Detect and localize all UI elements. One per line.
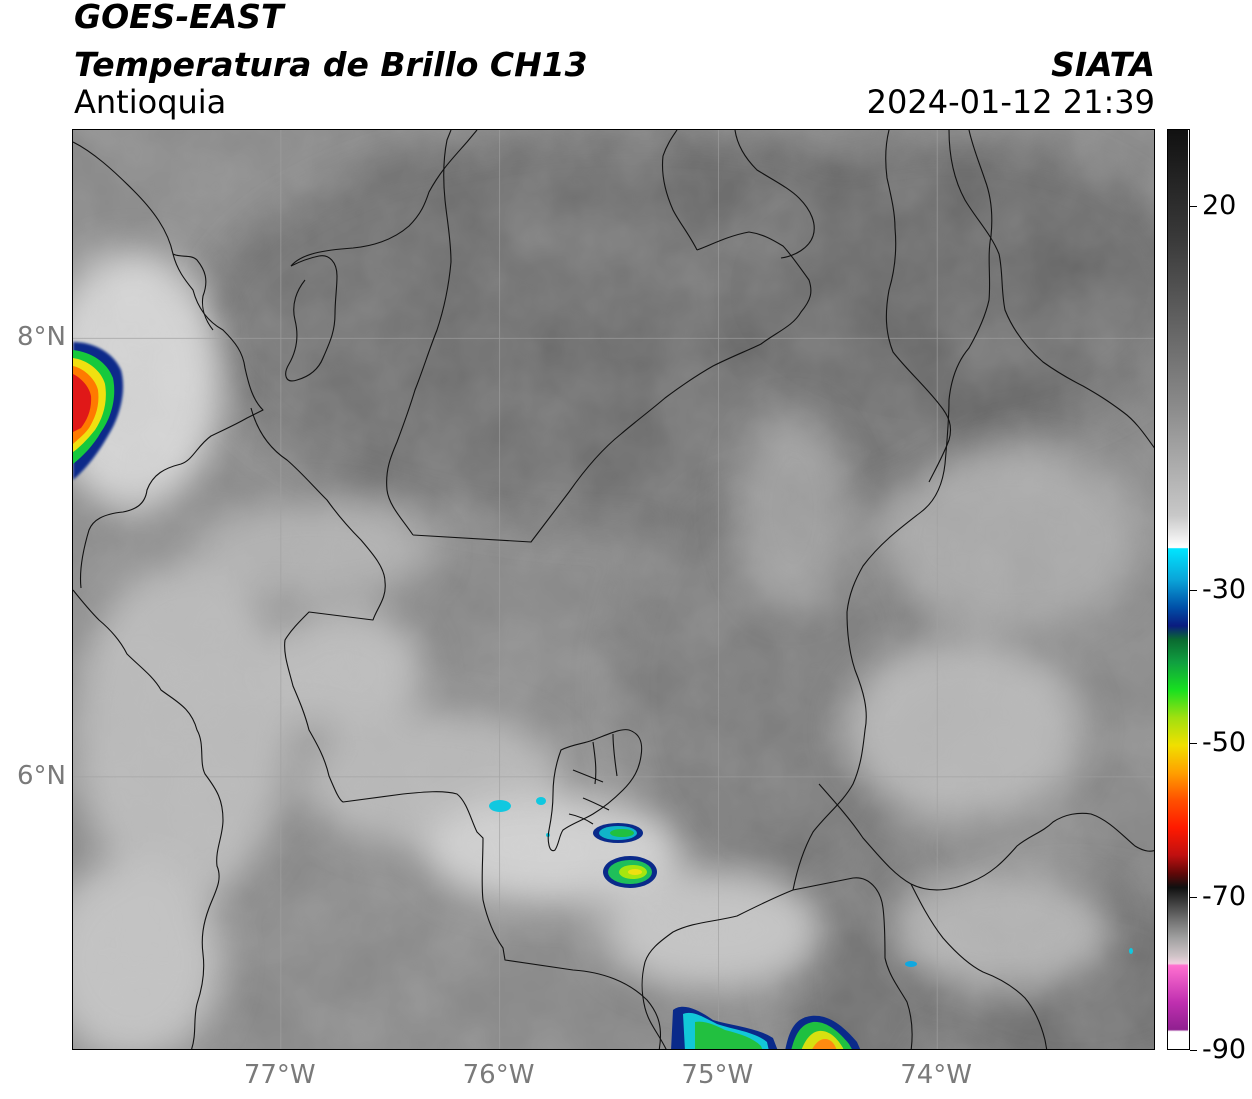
variable-title: Temperatura de Brillo CH13: [74, 45, 588, 84]
municipal-boundary-2: [592, 733, 618, 785]
latitude-tick-label: 8°N: [17, 322, 66, 353]
colorbar-tick-label: -70: [1202, 880, 1247, 912]
cundinamarca-boundary: [910, 883, 1048, 1049]
cold-cell-center-1: [593, 823, 643, 843]
longitude-tick-label: 77°W: [243, 1060, 316, 1090]
map-canvas: [73, 130, 1154, 1049]
colorbar-tick-label: -30: [1202, 573, 1247, 605]
cold-cloud-cells: [73, 342, 1133, 1049]
colorbar-tick-label: 20: [1202, 189, 1237, 221]
sucre-boundary: [734, 130, 815, 259]
satellite-title: GOES-EAST: [74, 0, 284, 36]
caldas-boundary: [641, 889, 794, 1049]
longitude-tick-label: 75°W: [681, 1060, 754, 1090]
latitude-tick-label: 6°N: [17, 760, 66, 791]
colorbar-tick: [1190, 205, 1197, 207]
longitude-tick-label: 74°W: [900, 1060, 972, 1090]
caldas-boundary-east: [792, 877, 913, 1049]
organization-label: SIATA: [1051, 45, 1155, 84]
region-label: Antioquia: [74, 83, 227, 121]
colorbar-tick-label: -90: [1202, 1034, 1247, 1065]
cold-cell-center-2: [603, 856, 657, 888]
datetime-label: 2024-01-12 21:39: [866, 83, 1155, 121]
coastline-east-gulf: [285, 255, 338, 382]
longitude-tick-label: 76°W: [462, 1060, 535, 1090]
colorbar-tick: [1190, 1050, 1197, 1051]
cold-cell-small: [489, 797, 1133, 967]
coastline-gulf: [172, 253, 214, 331]
colorbar-tick: [1190, 743, 1197, 744]
bolivar-boundary: [661, 130, 698, 251]
coastline-uraba: [73, 141, 264, 589]
colorbar-tick: [1190, 896, 1197, 898]
coastline-caribbean: [290, 130, 478, 267]
satellite-map[interactable]: [72, 129, 1155, 1050]
colorbar-tick-label: -50: [1202, 727, 1247, 758]
antioquia-boundary-east: [792, 130, 993, 891]
coastline-pacific: [73, 589, 224, 1049]
boundaries: [73, 130, 1154, 1049]
boyaca-boundary: [818, 783, 1154, 891]
cold-cell-south-1: [671, 1006, 778, 1049]
antioquia-boundary-north: [412, 231, 812, 543]
colorbar: [1167, 129, 1190, 1050]
antioquia-boundary: [250, 407, 662, 1049]
colorbar-gradient: [1168, 130, 1188, 1048]
santander-boundary: [885, 130, 952, 483]
graticule: [73, 130, 1154, 1049]
cold-cell-south-2: [785, 1015, 861, 1049]
colorbar-tick: [1190, 589, 1197, 591]
cold-cell-west: [73, 342, 124, 480]
medellin-metro-boundary: [547, 729, 643, 852]
cordoba-boundary: [386, 130, 452, 536]
northeast-boundary: [948, 130, 1154, 449]
municipal-boundary-1: [568, 769, 610, 825]
